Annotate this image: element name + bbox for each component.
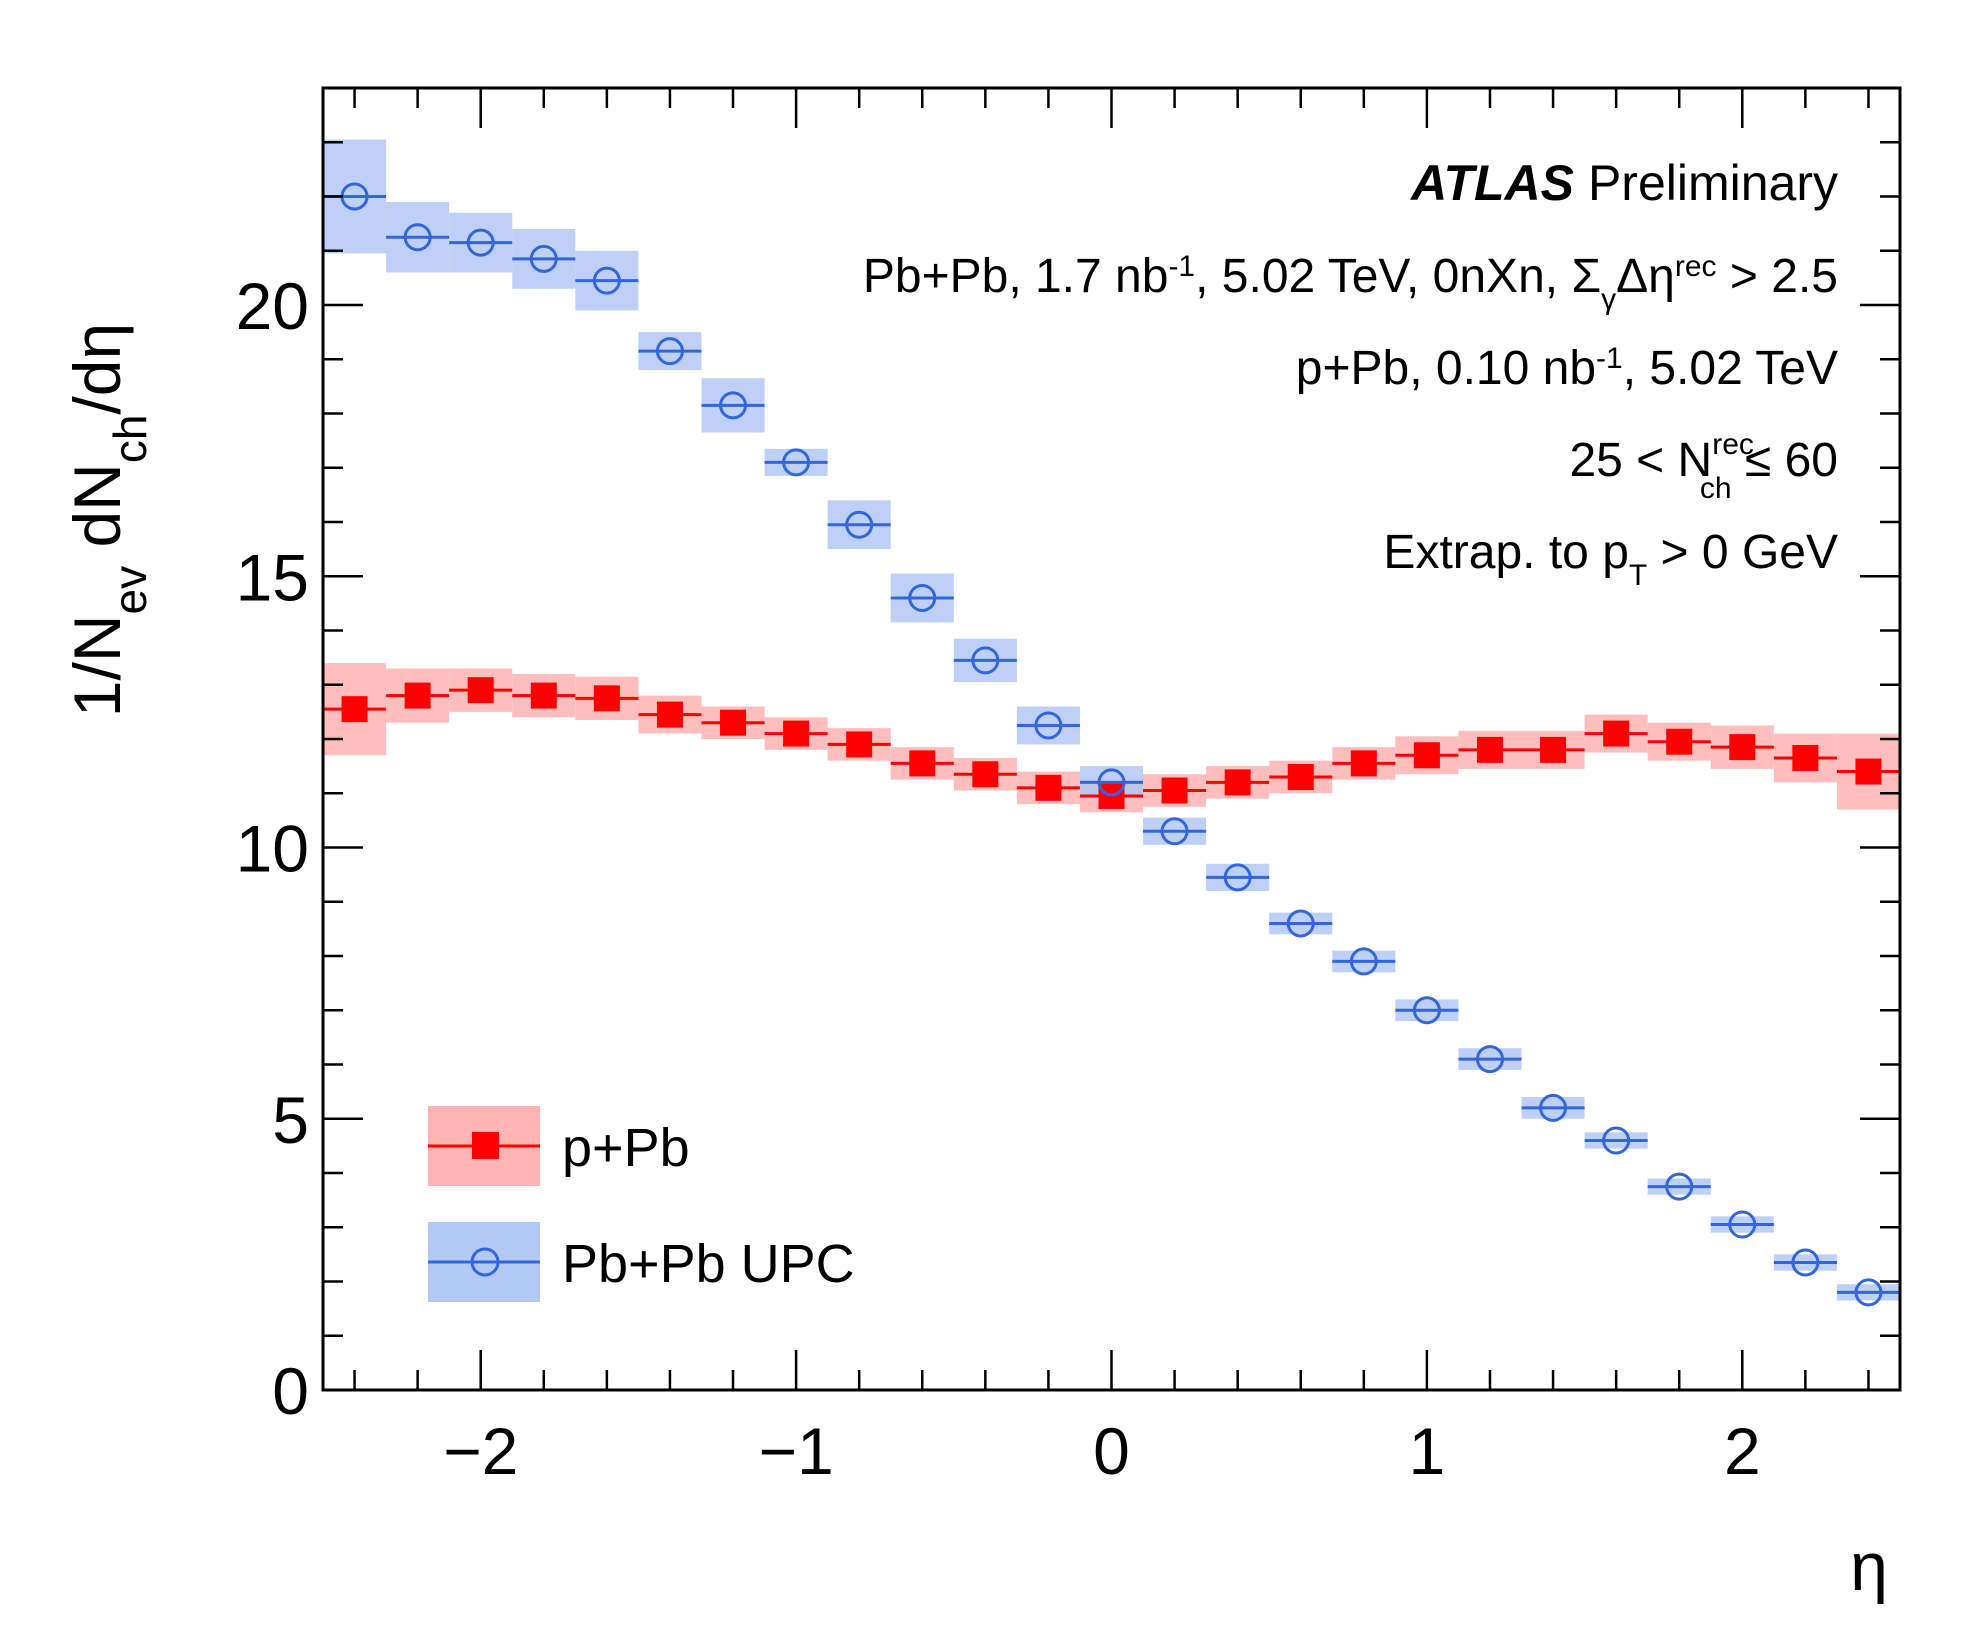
pbpb-data-point — [782, 448, 811, 477]
annotations: ATLAS Preliminary Pb+Pb, 1.7 nb-1, 5.02 … — [863, 155, 1838, 592]
ppb-data-point — [404, 682, 431, 709]
x-tick-label: 2 — [1724, 1414, 1761, 1488]
ppb-data-point — [1666, 728, 1693, 755]
pbpb-data-point — [908, 583, 937, 612]
ppb-data-point — [783, 720, 810, 747]
y-tick-label: 10 — [236, 812, 309, 886]
pbpb-data-point — [1412, 996, 1441, 1025]
pbpb-data-point — [719, 391, 748, 420]
pbpb-data-point — [655, 337, 684, 366]
pbpb-data-point — [1854, 1278, 1883, 1307]
pbpb-data-point — [1097, 768, 1126, 797]
legend-label-pbpb: Pb+Pb UPC — [562, 1234, 855, 1294]
y-axis-label: 1/Nev dNch/dη — [60, 323, 156, 717]
pbpb-data-point — [592, 266, 621, 295]
pbpb-data-point — [1349, 947, 1378, 976]
pbpb-data-point — [1286, 909, 1315, 938]
pbpb-data-point — [403, 223, 432, 252]
legend: p+Pb Pb+Pb UPC — [428, 1106, 855, 1302]
annotation-nch-range: 25 < Nrec ch ≤ 60 — [1569, 428, 1838, 505]
pbpb-data-point — [1034, 711, 1063, 740]
ppb-data-point — [1224, 769, 1251, 796]
legend-label-ppb: p+Pb — [562, 1118, 690, 1178]
ppb-data-point — [593, 685, 620, 712]
pbpb-data-point — [1665, 1172, 1694, 1201]
ppb-data-point — [1035, 774, 1062, 801]
ppb-data-point — [1287, 763, 1314, 790]
y-tick-label: 5 — [272, 1083, 309, 1157]
ppb-data-point — [1161, 777, 1188, 804]
pbpb-data-point — [529, 244, 558, 273]
data-series — [323, 182, 1900, 1307]
ppb-data-point — [1476, 736, 1503, 763]
ppb-data-point — [846, 731, 873, 758]
ppb-data-point — [530, 682, 557, 709]
x-tick-label: −2 — [443, 1414, 518, 1488]
pbpb-data-point — [1791, 1248, 1820, 1277]
ppb-data-point — [1792, 744, 1819, 771]
ppb-data-point — [1413, 742, 1440, 769]
pbpb-data-point — [845, 510, 874, 539]
ppb-data-point — [1729, 734, 1756, 761]
pbpb-data-point — [1539, 1093, 1568, 1122]
ppb-data-point — [656, 701, 683, 728]
axis-ticks — [323, 86, 1900, 1392]
pbpb-data-point — [1223, 863, 1252, 892]
pbpb-data-point — [1602, 1126, 1631, 1155]
annotation-ppb-dataset: p+Pb, 0.10 nb-1, 5.02 TeV — [1296, 342, 1838, 396]
y-tick-label: 15 — [236, 540, 309, 614]
legend-swatch-pbpb-marker — [470, 1247, 500, 1277]
pbpb-data-point — [1475, 1045, 1504, 1074]
annotation-pbpb-dataset: Pb+Pb, 1.7 nb-1, 5.02 TeV, 0nXn, ΣγΔηrec… — [863, 250, 1838, 316]
x-tick-label: −1 — [758, 1414, 833, 1488]
x-tick-label: 0 — [1093, 1414, 1130, 1488]
pbpb-data-point — [466, 228, 495, 257]
x-tick-label: 1 — [1409, 1414, 1446, 1488]
atlas-label: ATLAS Preliminary — [1409, 155, 1838, 211]
ppb-data-point — [467, 677, 494, 704]
ppb-data-point — [1540, 736, 1567, 763]
ppb-data-point — [972, 761, 999, 788]
ppb-data-point — [1855, 758, 1882, 785]
legend-swatch-ppb-marker — [472, 1132, 499, 1159]
pbpb-data-point — [1728, 1210, 1757, 1239]
x-axis-label: η — [1850, 1529, 1888, 1605]
y-tick-label: 0 — [272, 1354, 309, 1428]
ppb-data-point — [1350, 750, 1377, 777]
annotation-extrapolation: Extrap. to pT > 0 GeV — [1383, 526, 1838, 592]
ppb-data-point — [1603, 720, 1630, 747]
pbpb-data-point — [1160, 817, 1189, 846]
pbpb-data-point — [971, 646, 1000, 675]
ppb-data-point — [720, 709, 747, 736]
ppb-data-point — [341, 696, 368, 723]
y-tick-label: 20 — [236, 269, 309, 343]
uncertainty-bands — [323, 139, 1900, 1301]
ppb-data-point — [909, 750, 936, 777]
